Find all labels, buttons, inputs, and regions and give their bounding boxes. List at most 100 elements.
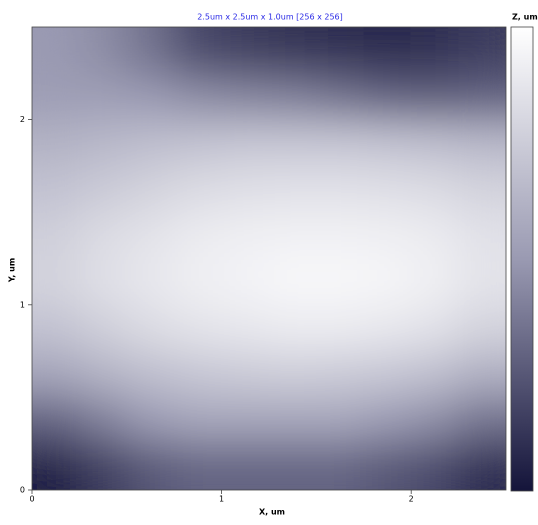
heatmap-cell (79, 73, 127, 120)
heatmap-cell (269, 397, 317, 444)
heatmap-cell (32, 212, 80, 259)
chart-title: 2.5um x 2.5um x 1.0um [256 x 256] (197, 13, 343, 22)
heatmap-cell (363, 304, 411, 351)
heatmap-cell (269, 351, 317, 398)
heatmap-cell (411, 165, 459, 212)
heatmap-cell (221, 73, 269, 120)
heatmap-cell (221, 397, 269, 444)
heatmap-cell (316, 119, 364, 166)
heatmap-cell (269, 212, 317, 259)
heatmap-cell (32, 397, 80, 444)
heatmap-cell (269, 165, 317, 212)
heatmap-cell (458, 27, 506, 74)
y-tick-label: 0 (20, 486, 25, 495)
heatmap-cell (126, 443, 174, 490)
heatmap-cell (32, 304, 80, 351)
heatmap-cell (32, 351, 80, 398)
heatmap-cell (221, 304, 269, 351)
heatmap-cell (458, 119, 506, 166)
heatmap-cell (458, 304, 506, 351)
heatmap-cell (221, 27, 269, 74)
heatmap-cell (269, 258, 317, 305)
heatmap-cell (126, 119, 174, 166)
heatmap-cell (411, 27, 459, 74)
heatmap-cell (316, 73, 364, 120)
y-tick-label: 2 (20, 115, 25, 124)
heatmap-cell (221, 258, 269, 305)
colorbar (511, 27, 533, 491)
heatmap-cell (269, 119, 317, 166)
heatmap-cell (174, 165, 222, 212)
heatmap-cell (174, 27, 222, 74)
heatmap-cell (79, 258, 127, 305)
heatmap-cell (411, 73, 459, 120)
heatmap-cell (458, 73, 506, 120)
heatmap-cell (411, 443, 459, 490)
heatmap-cell (79, 165, 127, 212)
heatmap-cell (269, 73, 317, 120)
heatmap-cell (458, 165, 506, 212)
heatmap-cell (316, 212, 364, 259)
heatmap-cell (32, 258, 80, 305)
heatmap-cell (316, 351, 364, 398)
chart: 2.5um x 2.5um x 1.0um [256 x 256] Z, um … (0, 0, 538, 521)
heatmap-cell (269, 443, 317, 490)
heatmap-cell (174, 73, 222, 120)
heatmap-cell (458, 212, 506, 259)
plot-area (32, 27, 507, 491)
heatmap-cell (269, 304, 317, 351)
x-tick-label: 0 (29, 495, 34, 504)
x-axis-label: X, um (259, 508, 285, 517)
heatmap-cell (458, 397, 506, 444)
heatmap-cell (174, 351, 222, 398)
heatmap-cell (126, 258, 174, 305)
heatmap-cell (316, 165, 364, 212)
heatmap-cell (316, 304, 364, 351)
heatmap-cell (411, 397, 459, 444)
heatmap-cell (411, 212, 459, 259)
heatmap-cell (316, 27, 364, 74)
heatmap (32, 27, 507, 491)
heatmap-cell (126, 304, 174, 351)
heatmap-cell (363, 27, 411, 74)
heatmap-cell (411, 258, 459, 305)
heatmap-cell (458, 258, 506, 305)
heatmap-cell (79, 27, 127, 74)
x-tick-label: 1 (219, 495, 224, 504)
heatmap-cell (363, 212, 411, 259)
heatmap-cell (79, 212, 127, 259)
heatmap-cell (316, 258, 364, 305)
heatmap-cell (79, 443, 127, 490)
heatmap-cell (363, 165, 411, 212)
heatmap-cell (79, 397, 127, 444)
heatmap-cell (126, 27, 174, 74)
heatmap-cell (174, 119, 222, 166)
heatmap-cell (221, 443, 269, 490)
heatmap-cell (32, 165, 80, 212)
heatmap-cell (126, 351, 174, 398)
heatmap-cell (32, 27, 80, 74)
heatmap-cell (79, 351, 127, 398)
heatmap-cell (221, 119, 269, 166)
heatmap-cell (363, 351, 411, 398)
colorbar-label: Z, um (512, 13, 538, 22)
heatmap-cell (174, 443, 222, 490)
heatmap-cell (126, 165, 174, 212)
heatmap-cell (458, 443, 506, 490)
y-axis-label: Y, um (8, 258, 17, 283)
heatmap-cell (316, 397, 364, 444)
heatmap-cell (363, 73, 411, 120)
heatmap-cell (79, 304, 127, 351)
heatmap-cell (363, 119, 411, 166)
heatmap-cell (363, 443, 411, 490)
heatmap-cell (363, 258, 411, 305)
heatmap-cell (32, 119, 80, 166)
heatmap-cell (269, 27, 317, 74)
heatmap-cell (126, 212, 174, 259)
heatmap-cell (363, 397, 411, 444)
heatmap-cell (32, 73, 80, 120)
heatmap-cell (174, 304, 222, 351)
heatmap-cell (79, 119, 127, 166)
heatmap-cell (221, 212, 269, 259)
heatmap-cell (316, 443, 364, 490)
